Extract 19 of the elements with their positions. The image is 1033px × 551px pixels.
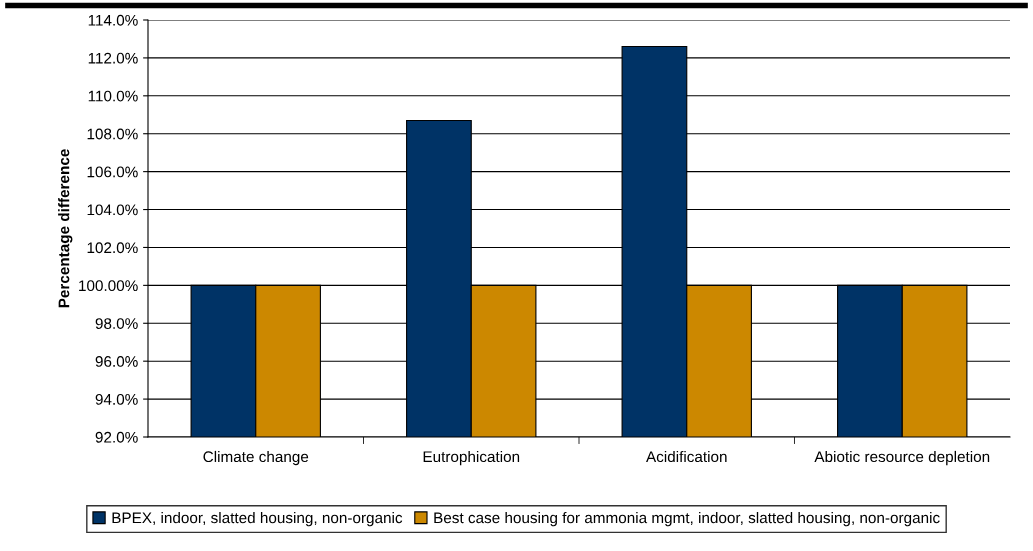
x-tick-label: Acidification bbox=[646, 450, 727, 463]
legend-label: Best case housing for ammonia mgmt, indoor, slatted housing, non-organic bbox=[434, 511, 940, 527]
y-tick-label: 94.0% bbox=[95, 393, 138, 405]
y-tick-label: 106.0% bbox=[87, 166, 138, 178]
x-tick-label: Climate change bbox=[203, 450, 309, 466]
y-tick-label: 104.0% bbox=[87, 204, 138, 216]
x-tick-label: Abiotic resource depletion bbox=[814, 450, 990, 466]
y-tick-label: 114.0% bbox=[88, 14, 138, 26]
y-tick-label: 92.0% bbox=[95, 431, 138, 443]
y-tick-label: 100.00% bbox=[79, 280, 138, 292]
x-tick-label: Eutrophication bbox=[423, 450, 520, 466]
y-tick-label: 96.0% bbox=[95, 356, 138, 367]
legend-label: BPEX, indoor, slatted housing, non-organic bbox=[112, 511, 403, 527]
y-axis-title: Percentage difference bbox=[58, 149, 73, 308]
y-tick-label: 98.0% bbox=[95, 318, 138, 329]
y-tick-label: 112.0% bbox=[88, 52, 138, 64]
y-tick-label: 110.0% bbox=[88, 90, 138, 102]
y-tick-label: 108.0% bbox=[87, 128, 138, 140]
y-tick-label: 102.0% bbox=[87, 242, 138, 254]
